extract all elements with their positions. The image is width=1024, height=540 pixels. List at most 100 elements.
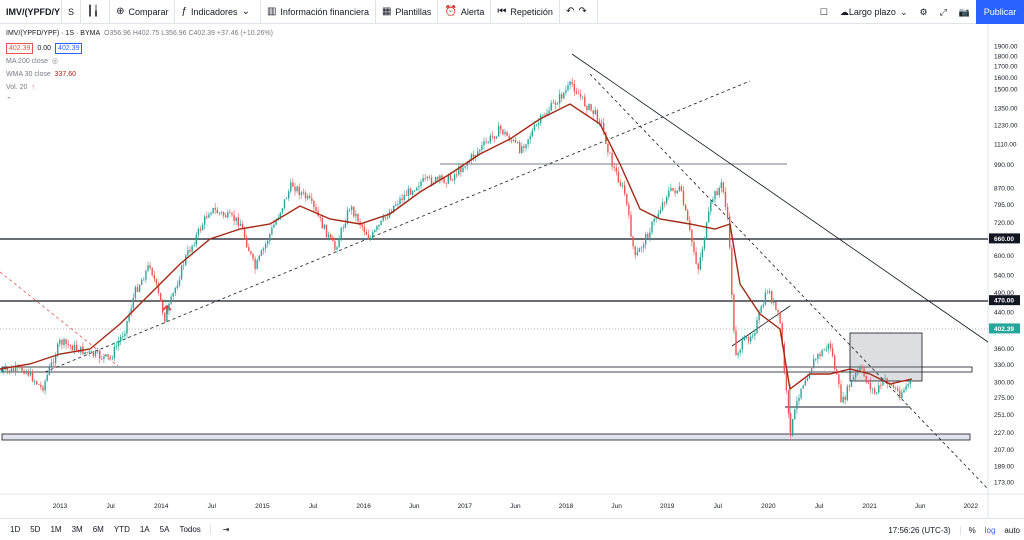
candle-body	[477, 151, 479, 156]
bars-icon: ▥	[266, 6, 277, 17]
candle-body	[252, 253, 254, 259]
interval-button[interactable]: S	[62, 0, 82, 24]
candle-body	[594, 110, 596, 114]
price-scale[interactable]: 1900.00 1800.00 1700.00 1600.00 1500.00 1350.…	[994, 44, 1018, 487]
settings-button[interactable]: ⚙	[914, 0, 934, 24]
candle-body	[563, 92, 565, 99]
candle-body	[504, 132, 506, 135]
candle-body	[821, 350, 823, 356]
dashed-trendline-up[interactable]	[44, 80, 751, 373]
undo-button[interactable]: ↶ ↷	[560, 0, 598, 24]
candle-body	[285, 198, 288, 200]
candle-body	[794, 409, 796, 420]
price-label-box	[989, 323, 1020, 334]
candle-body	[401, 198, 403, 201]
candle-body	[96, 351, 99, 353]
range-button-3m[interactable]: 3M	[71, 525, 83, 534]
candle-body	[873, 388, 876, 394]
candle-body	[220, 212, 223, 214]
candle-body	[325, 224, 328, 238]
candle-body	[792, 419, 794, 436]
candle-body	[132, 297, 134, 309]
consolidation-box[interactable]	[849, 332, 923, 382]
candle-body	[724, 192, 727, 207]
trendline-down[interactable]	[571, 53, 989, 343]
candle-body	[766, 292, 769, 294]
range-button-1a[interactable]: 1A	[139, 525, 150, 534]
candle-body	[903, 389, 905, 393]
candle-body	[290, 182, 292, 192]
chart-type-button[interactable]: ┃╽	[81, 0, 111, 24]
range-button-1m[interactable]: 1M	[50, 525, 62, 534]
candle-body	[842, 396, 844, 403]
fullscreen-button[interactable]: ⤢	[934, 0, 953, 24]
candle-body	[579, 94, 582, 97]
symbol-search-button[interactable]: IMV/(YPFD/Y	[0, 0, 62, 24]
vol-arrow-icon[interactable]: ↑	[31, 84, 35, 91]
candle-body	[796, 400, 798, 410]
percent-toggle[interactable]: %	[959, 525, 976, 535]
alert-button[interactable]: ⏰ Alerta	[438, 0, 492, 24]
candle-body	[537, 123, 540, 125]
candle-body	[495, 136, 498, 139]
price-chart[interactable]: 1900.00 1800.00 1700.00 1600.00 1500.00 1350.…	[0, 24, 1024, 518]
bid-badge[interactable]: 402.39	[6, 43, 34, 54]
candle-body	[752, 335, 754, 337]
indicators-button[interactable]: ƒ Indicadores ⌄	[175, 0, 261, 24]
candle-body	[189, 250, 191, 252]
candle-body	[195, 234, 197, 245]
candle-body	[590, 104, 592, 111]
redo-icon[interactable]: ↷	[578, 6, 587, 17]
range-button-5d[interactable]: 5D	[30, 525, 41, 534]
indicators-label: Indicadores	[191, 6, 238, 17]
range-button-5a[interactable]: 5A	[159, 525, 170, 534]
range-button-1d[interactable]: 1D	[10, 525, 21, 534]
range-button-6m[interactable]: 6M	[92, 525, 104, 534]
time-scale[interactable]: 2013 Jul 2014 Jul 2015 Jul 2016 Jun 2017 Jun 2018 J…	[53, 503, 979, 510]
eye-off-icon[interactable]: ◎	[51, 58, 59, 65]
candle-body	[33, 381, 36, 383]
price-tick-label: 540.00	[994, 272, 1014, 279]
candle-body	[890, 384, 893, 386]
candle-body	[479, 149, 481, 152]
legend-title[interactable]: IMV/(YPFD/YPF) · 1S · BYMA	[6, 30, 101, 37]
candle-body	[185, 255, 187, 265]
clock-label[interactable]: 17:56:26 (UTC-3)	[888, 525, 951, 535]
templates-button[interactable]: ▦ Plantillas	[376, 0, 439, 24]
compare-button[interactable]: ⊕ Comparar	[110, 0, 176, 24]
snapshot-button[interactable]: 📷	[953, 0, 976, 24]
support-band-330[interactable]	[1, 366, 973, 373]
candle-body	[428, 176, 431, 178]
range-button-ytd[interactable]: YTD	[113, 525, 130, 534]
red-dashed-trendline[interactable]	[0, 271, 119, 367]
candle-body	[92, 351, 95, 356]
support-band-227[interactable]	[1, 433, 971, 441]
candle-body	[632, 236, 634, 247]
collapse-legend-icon[interactable]: ⌃	[6, 97, 12, 104]
range-button-todos[interactable]: Todos	[179, 525, 201, 534]
time-tick-label: 2019	[660, 503, 675, 510]
candle-body	[61, 339, 63, 345]
candle-body	[737, 352, 739, 356]
auto-toggle[interactable]: auto	[1004, 525, 1020, 535]
layout-button[interactable]: ☐	[814, 0, 834, 24]
date-range-button[interactable]: ⇥	[209, 525, 235, 534]
candle-body	[422, 178, 424, 182]
candle-body	[42, 386, 44, 391]
timeframe-button[interactable]: ☁ Largo plazo ⌄	[834, 0, 914, 24]
ask-badge[interactable]: 402.39	[55, 43, 83, 54]
financials-button[interactable]: ▥ Información financiera	[261, 0, 376, 24]
function-icon: ƒ	[181, 6, 188, 17]
replay-button[interactable]: ⏮ Repetición	[491, 0, 560, 24]
candle-body	[199, 228, 202, 231]
candle-body	[800, 388, 802, 398]
plot-area[interactable]	[0, 24, 988, 494]
candle-body	[848, 386, 851, 388]
candle-body	[395, 204, 397, 206]
candle-body	[99, 351, 101, 359]
candle-body	[29, 371, 32, 376]
publish-button[interactable]: Publicar	[976, 0, 1024, 24]
candle-body	[712, 199, 714, 202]
wma-30-line[interactable]	[0, 103, 913, 391]
log-toggle[interactable]: log	[984, 525, 996, 535]
